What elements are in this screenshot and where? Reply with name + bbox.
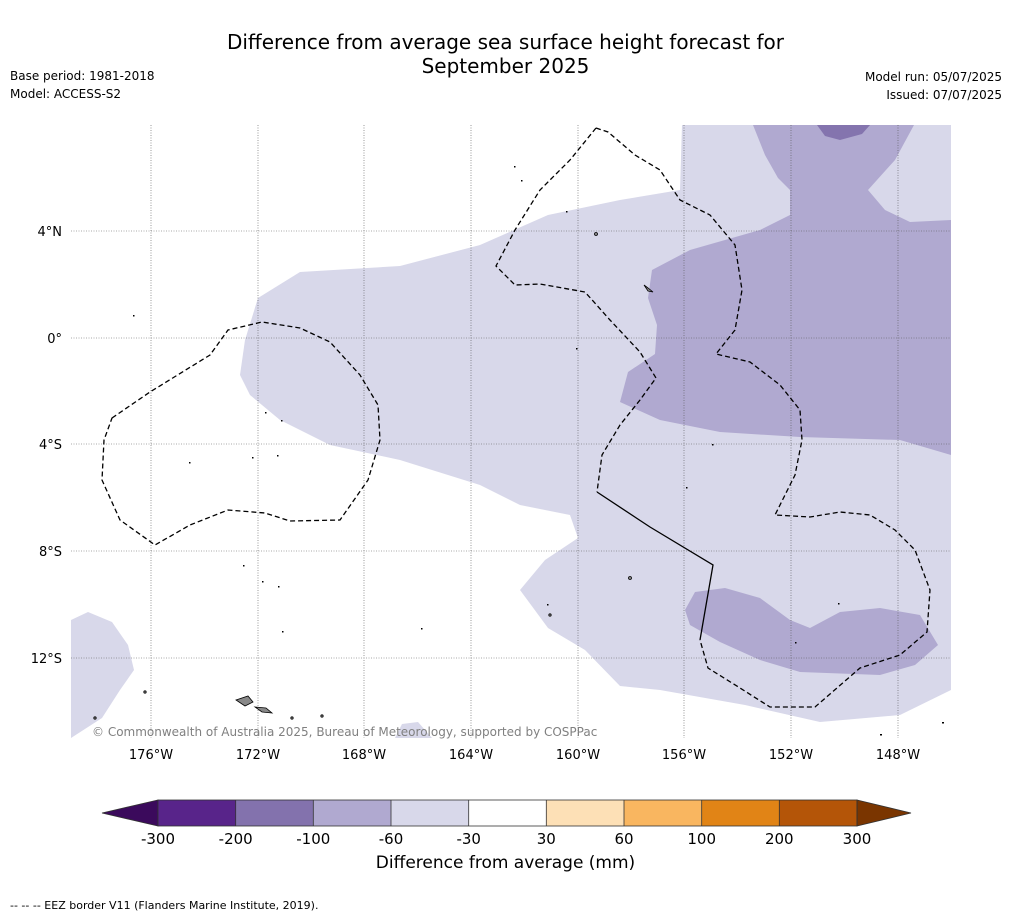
lon-label: 176°W — [129, 748, 173, 763]
colorbar-segment — [779, 800, 857, 826]
islet-7 — [265, 412, 267, 414]
colorbar-segment — [158, 800, 236, 826]
model-run-text: Model run: 05/07/2025 — [864, 70, 1002, 84]
islet-11 — [277, 455, 279, 457]
colorbar-segment — [391, 800, 469, 826]
islet-13 — [262, 581, 264, 583]
islet-5 — [686, 487, 688, 489]
lat-label: 4°N — [38, 225, 63, 240]
lon-label: 156°W — [662, 748, 706, 763]
eez-border-solid — [596, 491, 714, 641]
islet-1 — [514, 166, 516, 168]
map-plot-area — [71, 125, 951, 738]
colorbar-tick: 30 — [537, 830, 556, 848]
islet-6 — [712, 444, 714, 446]
islet-10 — [252, 457, 254, 459]
lon-label: 168°W — [342, 748, 386, 763]
lon-label: 164°W — [449, 748, 493, 763]
samoa-island-small — [253, 706, 274, 714]
colorbar-tick: 60 — [614, 830, 633, 848]
islet-2 — [521, 180, 523, 182]
land-masses — [93, 232, 654, 720]
lat-label: 12°S — [31, 652, 62, 667]
colorbar-tick: -300 — [141, 830, 175, 848]
island-ne — [643, 284, 654, 293]
islet-19 — [795, 642, 797, 644]
islet-8 — [281, 420, 283, 422]
eez-borders — [101, 127, 931, 708]
colorbar-segment — [313, 800, 391, 826]
colorbar-extend-high — [856, 799, 912, 827]
island-c — [548, 613, 552, 617]
islet-9 — [189, 462, 191, 464]
page-title: Difference from average sea surface heig… — [0, 30, 1011, 78]
samoa-island-large — [235, 695, 254, 707]
colorbar-outlines — [157, 799, 858, 827]
model-text: Model: ACCESS-S2 — [10, 87, 122, 101]
colorbar-tick: 100 — [687, 830, 716, 848]
lon-label: 160°W — [556, 748, 600, 763]
colorbar-tick: -30 — [456, 830, 481, 848]
shading-light-southeast — [71, 612, 134, 738]
islet-18 — [838, 603, 840, 605]
islet-16 — [421, 628, 423, 630]
colorbar-segment — [468, 800, 547, 826]
colorbar-segment — [546, 800, 624, 826]
colorbar-segment — [701, 800, 780, 826]
colorbar: -300 -200 -100 -60 -30 30 60 100 200 300 — [101, 799, 912, 848]
island-a — [594, 232, 598, 236]
shading-medium-north — [620, 125, 951, 455]
metadata-right: Model run: 05/07/2025 Issued: 07/07/2025 — [865, 68, 1002, 104]
shading-medium-south — [685, 588, 938, 675]
colorbar-tick: 200 — [765, 830, 794, 848]
colorbar-tick: -200 — [219, 830, 253, 848]
eez-border-west — [101, 321, 381, 546]
colorbar-tick: -60 — [379, 830, 404, 848]
footnote: -- -- -- EEZ border V11 (Flanders Marine… — [10, 899, 319, 912]
title-line-2: September 2025 — [421, 54, 590, 78]
island-d — [143, 690, 147, 694]
colorbar-tick: 300 — [843, 830, 872, 848]
islet-22 — [942, 722, 944, 724]
islet-21 — [880, 734, 882, 736]
shading-light-patch — [395, 722, 432, 738]
title-line-1: Difference from average sea surface heig… — [226, 30, 785, 54]
islet-14 — [278, 586, 280, 588]
islet-4 — [576, 348, 578, 350]
island-g — [93, 716, 97, 720]
lat-label: 0° — [47, 332, 62, 347]
islet-15 — [282, 631, 284, 633]
latitude-labels: 4°N 0° 4°S 8°S 12°S — [31, 225, 62, 667]
lat-label: 4°S — [39, 438, 62, 453]
colorbar-segment — [624, 800, 702, 826]
island-e — [290, 716, 294, 720]
longitude-labels: 176°W 172°W 168°W 164°W 160°W 156°W 152°… — [129, 748, 920, 763]
eez-border-central — [495, 127, 657, 493]
lon-label: 148°W — [876, 748, 920, 763]
colorbar-extend-low — [101, 799, 159, 827]
shading-dark-north — [817, 125, 870, 140]
lon-label: 152°W — [769, 748, 813, 763]
lon-label: 172°W — [236, 748, 280, 763]
colorbar-label: Difference from average (mm) — [375, 853, 636, 873]
islet-3 — [566, 211, 568, 213]
colorbar-tick: -100 — [296, 830, 330, 848]
island-b — [628, 576, 632, 580]
eez-border-north — [595, 127, 931, 708]
colorbar-tick-labels: -300 -200 -100 -60 -30 30 60 100 200 300 — [141, 830, 871, 848]
islet-17 — [547, 604, 549, 606]
island-f — [320, 714, 324, 718]
issued-text: Issued: 07/07/2025 — [886, 88, 1002, 102]
metadata-left: Base period: 1981-2018 Model: ACCESS-S2 — [10, 67, 155, 103]
lat-label: 8°S — [39, 545, 62, 560]
islet-20 — [133, 315, 135, 317]
copyright-text: © Commonwealth of Australia 2025, Bureau… — [92, 725, 597, 739]
islet-12 — [243, 565, 245, 567]
base-period-text: Base period: 1981-2018 — [10, 69, 155, 83]
colorbar-segment — [235, 800, 314, 826]
tiny-islets — [133, 166, 944, 736]
graticule — [71, 125, 951, 738]
